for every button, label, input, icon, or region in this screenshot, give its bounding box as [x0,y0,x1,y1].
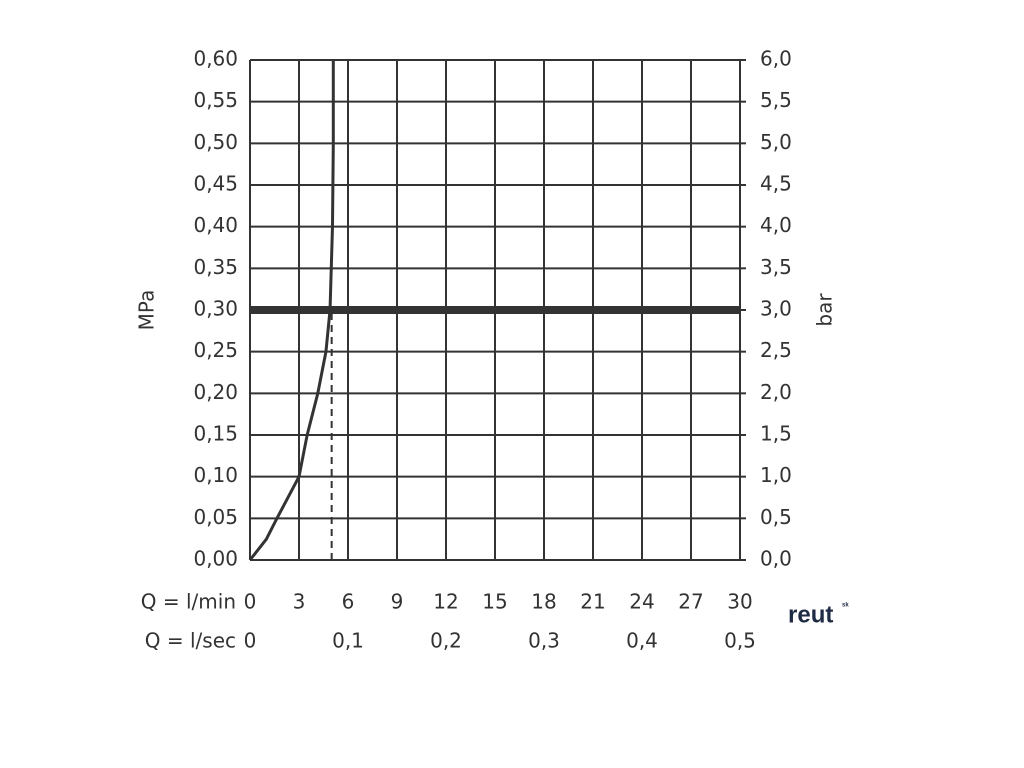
y-tick-label: 0,35 [193,255,238,279]
y2-tick-label: 0,5 [760,505,792,529]
x2-tick-label: 0 [244,629,257,653]
x-tick-label: 21 [580,590,605,614]
x-tick-label: 18 [531,590,556,614]
x-row-label: Q = l/min [141,590,236,614]
y-tick-label: 0,25 [193,338,238,362]
x-tick-label: 30 [727,590,752,614]
y-tick-label: 0,45 [193,172,238,196]
x2-tick-label: 0,5 [724,629,756,653]
y2-tick-label: 3,0 [760,297,792,321]
y2-tick-label: 1,5 [760,422,792,446]
y-axis-label: MPa [135,290,159,331]
y2-tick-label: 5,5 [760,88,792,112]
x-tick-label: 6 [342,590,355,614]
y-tick-label: 0,15 [193,422,238,446]
x-tick-label: 0 [244,590,257,614]
x-tick-label: 15 [482,590,507,614]
logo: reut [788,601,833,628]
y-tick-label: 0,00 [193,547,238,571]
y-tick-label: 0,50 [193,130,238,154]
y-tick-label: 0,60 [193,47,238,71]
y2-tick-label: 3,5 [760,255,792,279]
y2-tick-label: 6,0 [760,47,792,71]
y-tick-label: 0,40 [193,213,238,237]
x2-tick-label: 0,1 [332,629,364,653]
x-tick-label: 27 [678,590,703,614]
x2-tick-label: 0,2 [430,629,462,653]
x-tick-label: 3 [293,590,306,614]
y-tick-label: 0,05 [193,505,238,529]
y2-tick-label: 2,5 [760,338,792,362]
y2-axis-label: bar [813,293,837,327]
y2-tick-label: 1,0 [760,463,792,487]
x2-tick-label: 0,4 [626,629,658,653]
y2-tick-label: 4,0 [760,213,792,237]
x-tick-label: 9 [391,590,404,614]
x2-row-label: Q = l/sec [145,629,236,653]
curve [248,60,335,561]
x2-tick-label: 0,3 [528,629,560,653]
y2-tick-label: 2,0 [760,380,792,404]
y-tick-label: 0,55 [193,88,238,112]
y2-tick-label: 5,0 [760,130,792,154]
x-tick-label: 12 [433,590,458,614]
y2-tick-label: 4,5 [760,172,792,196]
y2-tick-label: 0,0 [760,547,792,571]
y-tick-label: 0,30 [193,297,238,321]
x-tick-label: 24 [629,590,654,614]
y-tick-label: 0,10 [193,463,238,487]
y-tick-label: 0,20 [193,380,238,404]
logo-suffix: sk [842,603,849,609]
